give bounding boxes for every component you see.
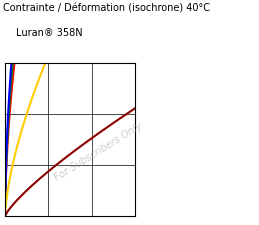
Text: Luran® 358N: Luran® 358N (16, 28, 82, 38)
Text: Contrainte / Déformation (isochrone) 40°C: Contrainte / Déformation (isochrone) 40°… (3, 3, 210, 13)
Text: For Subscribers Only: For Subscribers Only (53, 121, 144, 183)
